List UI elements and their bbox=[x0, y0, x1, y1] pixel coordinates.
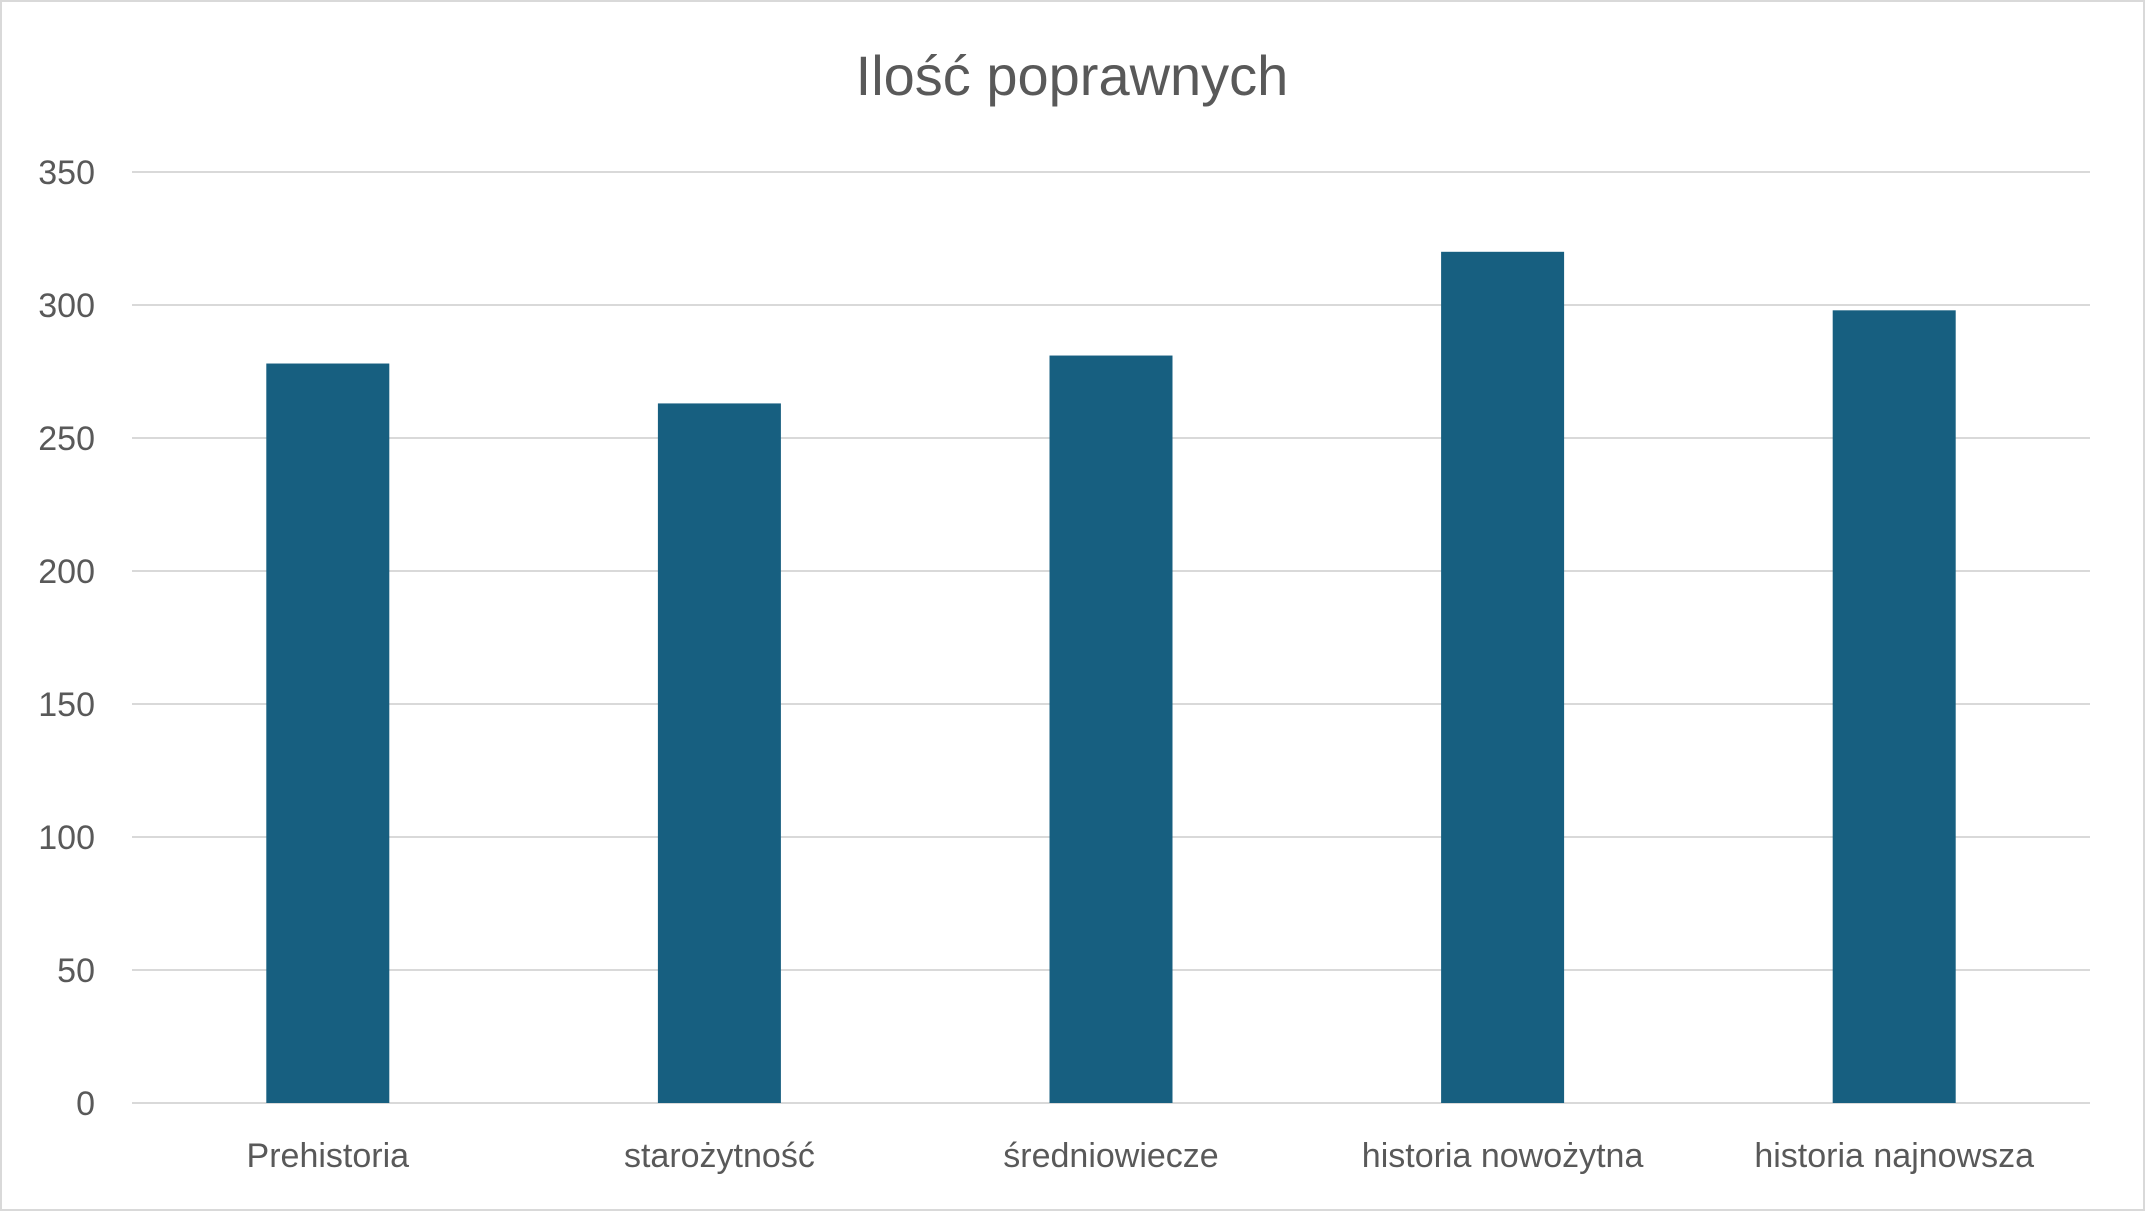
chart-title: Ilość poprawnych bbox=[856, 44, 1289, 107]
bars bbox=[266, 251, 1956, 1104]
x-category-label: średniowiecze bbox=[1003, 1137, 1218, 1175]
x-category-label: historia najnowsza bbox=[1754, 1137, 2034, 1175]
bar-2 bbox=[657, 403, 781, 1103]
y-tick-label: 300 bbox=[38, 287, 95, 325]
y-tick-label: 0 bbox=[76, 1085, 95, 1123]
y-axis-tick-labels: 0 50 100 150 200 250 300 350 bbox=[38, 154, 95, 1123]
y-tick-label: 200 bbox=[38, 553, 95, 591]
bar-3 bbox=[1049, 355, 1173, 1103]
y-tick-label: 250 bbox=[38, 420, 95, 458]
bar-5 bbox=[1832, 310, 1956, 1103]
y-tick-label: 350 bbox=[38, 154, 95, 192]
y-tick-label: 50 bbox=[57, 952, 95, 990]
y-tick-label: 100 bbox=[38, 819, 95, 857]
bar-4 bbox=[1441, 251, 1565, 1104]
x-axis-category-labels: Prehistoria starożytność średniowiecze hist… bbox=[247, 1137, 2035, 1175]
x-category-label: Prehistoria bbox=[247, 1137, 410, 1175]
y-tick-label: 150 bbox=[38, 686, 95, 724]
x-category-label: starożytność bbox=[624, 1137, 815, 1175]
bar-1 bbox=[266, 363, 390, 1103]
x-category-label: historia nowożytna bbox=[1362, 1137, 1644, 1175]
